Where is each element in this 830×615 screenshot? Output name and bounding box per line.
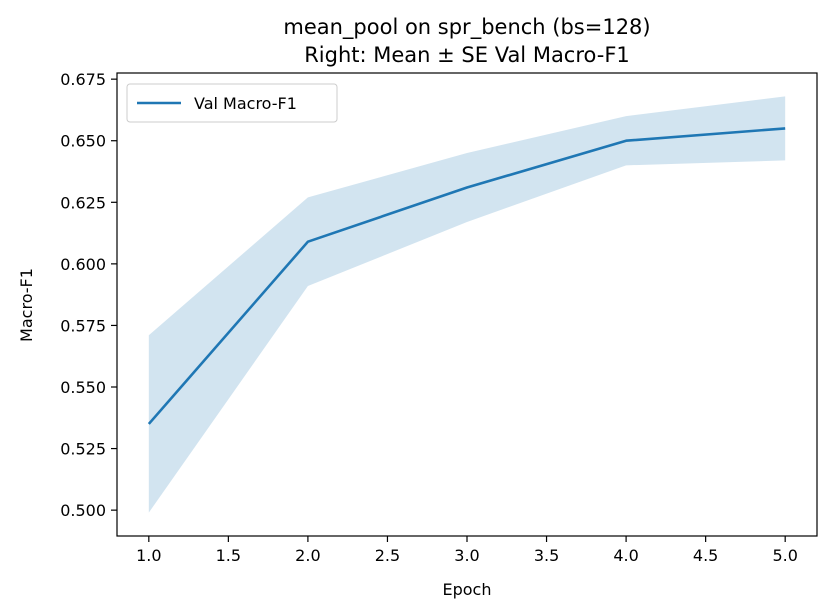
y-axis: 0.500 0.525 0.550 0.575 0.600 0.625 0.650 0.675 — [60, 70, 117, 520]
x-tick-label: 2.0 — [295, 546, 320, 565]
y-tick-label: 0.675 — [60, 70, 106, 89]
y-tick-label: 0.650 — [60, 132, 106, 151]
legend-label-val-macro-f1: Val Macro-F1 — [194, 94, 297, 113]
y-tick-label: 0.525 — [60, 440, 106, 459]
x-tick-label: 4.5 — [693, 546, 718, 565]
x-axis-label: Epoch — [443, 580, 492, 599]
error-band-layer — [148, 96, 786, 513]
x-tick-label: 1.0 — [136, 546, 161, 565]
x-tick-label: 4.0 — [613, 546, 638, 565]
x-tick-label: 1.5 — [216, 546, 241, 565]
se-band — [148, 96, 786, 513]
series-line-val-macro-f1 — [147, 127, 786, 425]
y-tick-label: 0.550 — [60, 378, 106, 397]
y-tick-label: 0.600 — [60, 255, 106, 274]
y-axis-label: Macro-F1 — [17, 268, 36, 342]
x-tick-label: 3.0 — [454, 546, 479, 565]
series-line-layer — [147, 127, 786, 425]
chart-subtitle: Right: Mean ± SE Val Macro-F1 — [304, 43, 630, 67]
y-tick-label: 0.625 — [60, 193, 106, 212]
chart-title: mean_pool on spr_bench (bs=128) — [283, 15, 650, 40]
legend: Val Macro-F1 — [126, 83, 338, 123]
x-axis: 1.0 1.5 2.0 2.5 3.0 3.5 4.0 4.5 5.0 — [136, 536, 798, 565]
y-tick-label: 0.500 — [60, 501, 106, 520]
x-tick-label: 2.5 — [375, 546, 400, 565]
y-tick-label: 0.575 — [60, 316, 106, 335]
x-tick-label: 5.0 — [772, 546, 797, 565]
legend-box — [126, 83, 338, 123]
x-tick-label: 3.5 — [534, 546, 559, 565]
